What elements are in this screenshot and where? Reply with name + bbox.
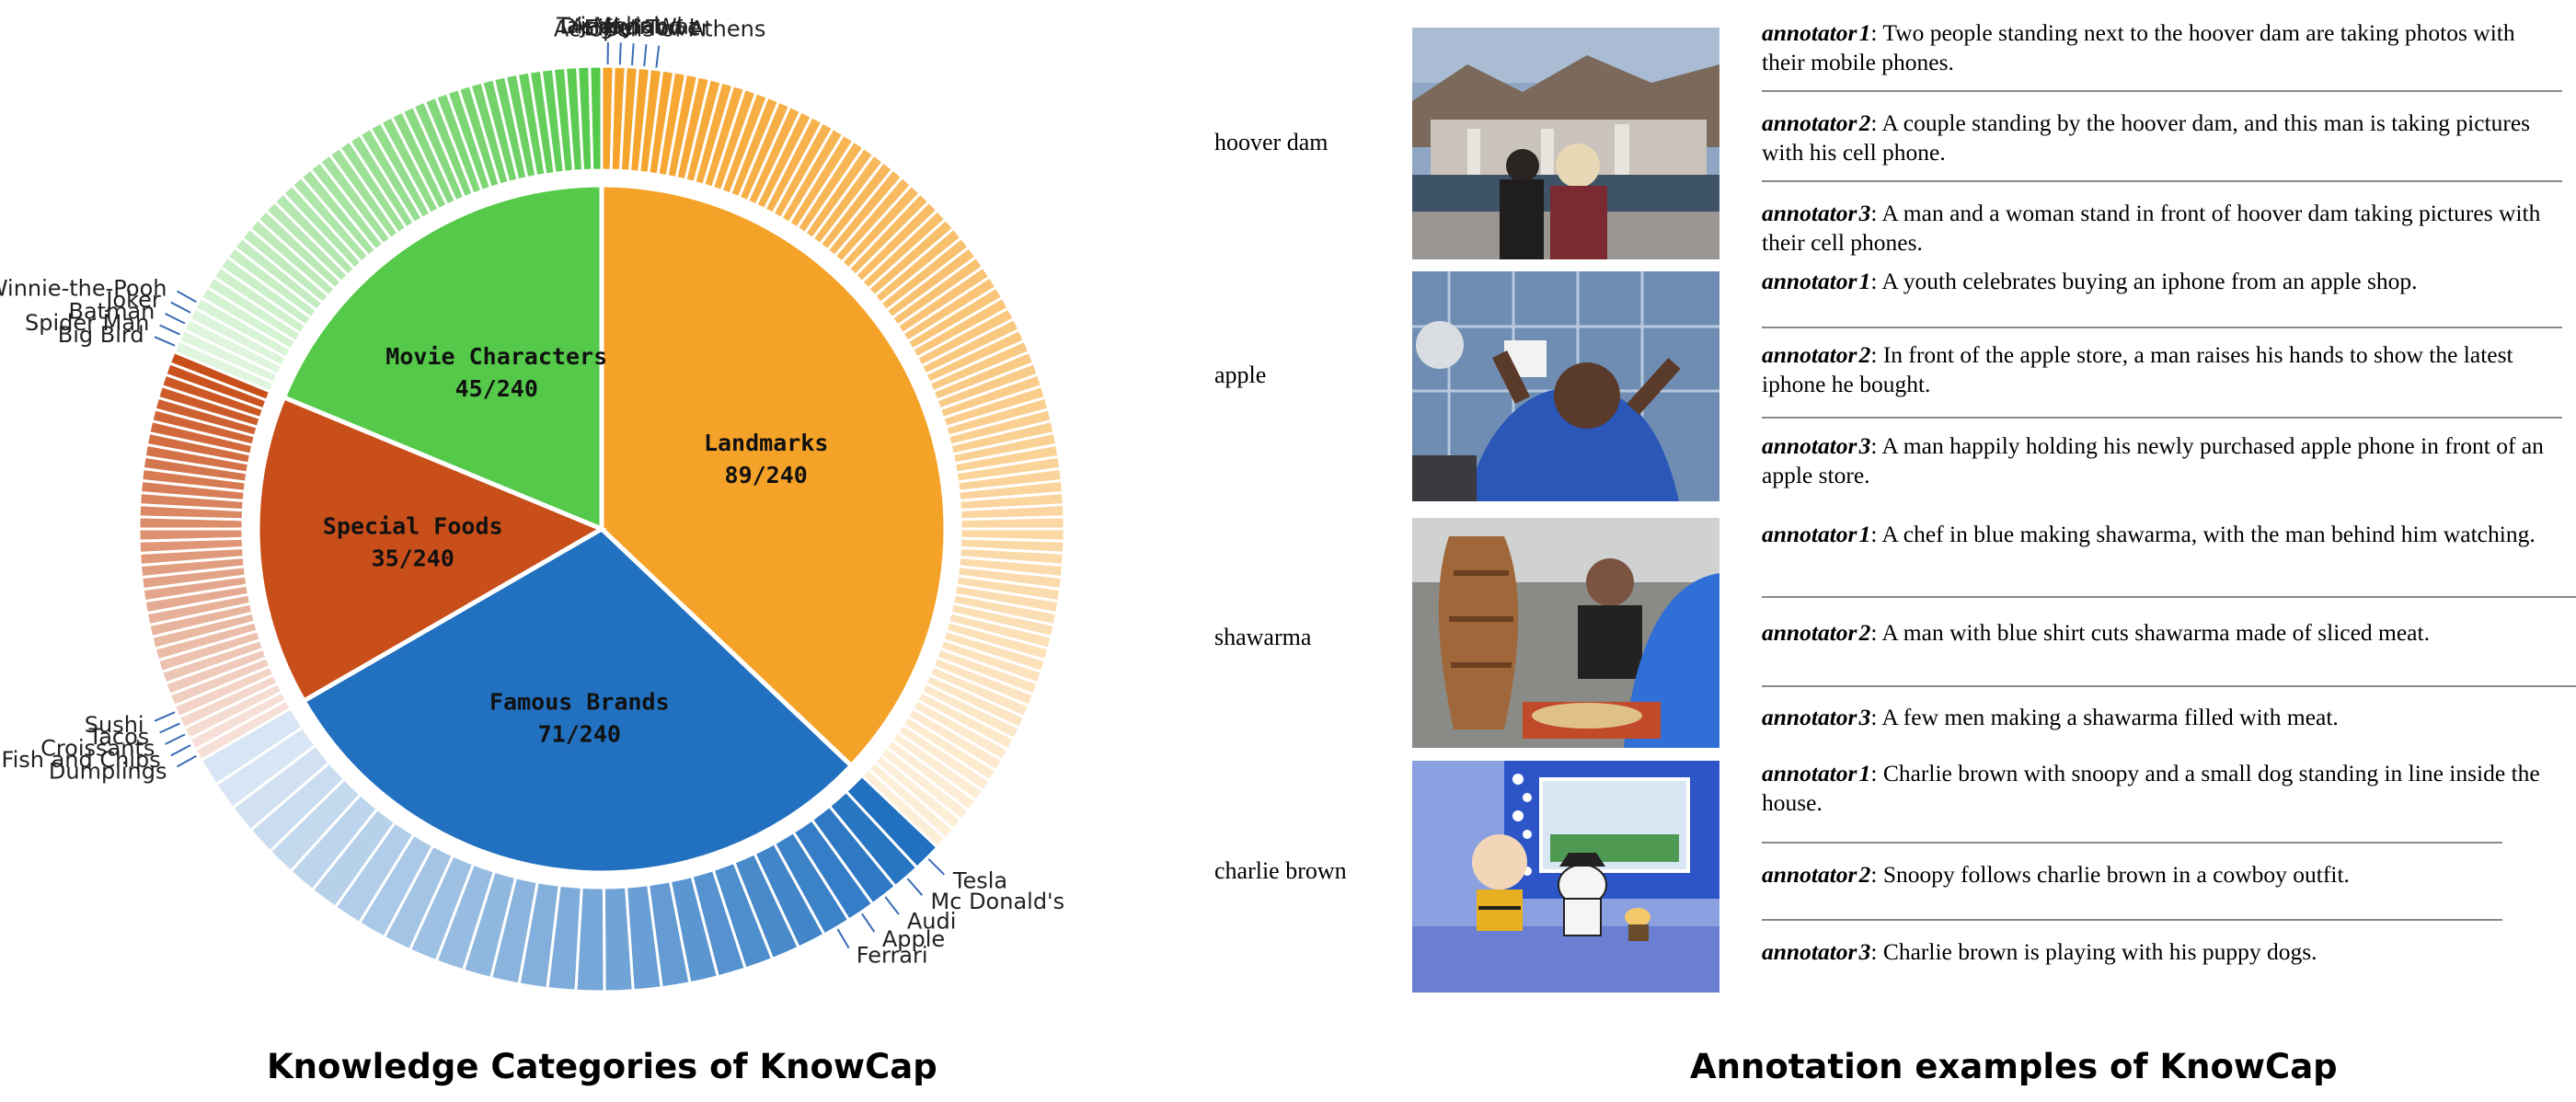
callout-line [170,744,191,757]
concept-label: shawarma [1214,624,1312,650]
divider [1762,842,2502,844]
callout-line [176,754,197,768]
slice-label-special-foods: Special Foods [323,512,503,539]
divider [1762,90,2562,92]
divider [1762,919,2502,921]
annotation: annotator 3: A few men making a shawarma… [1762,704,2339,730]
item-label: Acropolis of Athens [554,17,765,42]
item-label: Audi [907,908,957,934]
callout-line [884,896,900,915]
item-label: Taj Mahal [556,13,660,39]
item-label: Tesla [952,868,1007,894]
annotation: annotator 1: A youth celebrates buying a… [1762,268,2418,294]
item-label: Croissants [40,736,155,762]
item-label: Disneyland [559,13,683,39]
callout-line [927,858,945,876]
slice-famous-brands [300,525,855,876]
annotation: annotator 1: Two people standing next to… [1762,19,2515,75]
callout-line [154,711,176,722]
slice-value-landmarks: 89/240 [725,462,808,488]
divider [1762,685,2576,687]
slice-landmarks [599,182,949,769]
callout-line [154,336,176,347]
item-label: Apple [882,926,945,952]
concept-label: hoover dam [1214,129,1328,155]
slice-special-foods [255,394,607,705]
annotation: annotator 2: In front of the apple store… [1762,341,2513,397]
outer-segment [959,515,1066,531]
example-photo [1412,761,1719,993]
slice-value-special-foods: 35/240 [372,545,454,571]
divider [1762,417,2562,419]
item-label: Sushi [85,712,144,738]
example-photo [1412,271,1719,501]
example-photo [1412,518,1719,748]
callout-line [159,722,180,734]
item-label: Fish and Chips [2,747,161,773]
item-label: Spider Man [25,310,149,336]
example-row: charlie brown annotator 1: Charlie brown… [1196,760,2576,998]
concept-label: charlie brown [1214,857,1347,884]
item-label: Winnie-the-Pooh [0,276,167,302]
slice-label-famous-brands: Famous Brands [489,688,670,715]
slice-label-landmarks: Landmarks [704,430,828,456]
slice-label-movie-characters: Movie Characters [385,343,607,370]
item-label: Tacos [88,724,150,750]
annotation: annotator 2: Snoopy follows charlie brow… [1762,861,2350,888]
item-label: Big Bird [58,322,144,348]
category-labels: Landmarks 89/240 Famous Brands 71/240 Specia… [323,343,829,747]
callout-line [159,324,180,336]
callout-line [631,43,635,66]
annotation: annotator 3: Charlie brown is playing wi… [1762,938,2317,965]
item-label: Ferrari [857,943,928,969]
callout-line [906,878,924,896]
example-row: apple annotator 1: A youth celebrates bu… [1196,268,2576,509]
annotation: annotator 1: Charlie brown with snoopy a… [1762,760,2540,816]
slice-movie-characters [281,182,604,533]
divider [1762,327,2562,328]
annotation: annotator 2: A man with blue shirt cuts … [1762,619,2430,646]
annotation: annotator 3: A man and a woman stand in … [1762,200,2541,256]
callout-line [836,928,850,949]
callout-line [170,301,191,314]
callout-line [618,42,622,65]
annotation: annotator 1: A chef in blue making shawa… [1762,521,2536,547]
callout-line [655,45,661,68]
item-label: Angkor Wat [570,14,697,40]
item-label: Batman [68,298,155,324]
inner-ring [255,182,949,876]
callout-line [643,44,648,67]
callout-line [861,913,876,933]
callout-line [165,733,186,745]
example-row: hoover dam annotator 1: Two people stand… [1196,19,2576,265]
item-label: Dumplings [49,758,167,784]
examples-title: Annotation examples of KnowCap [1690,1047,2338,1086]
item-label: Mc Donald's [931,889,1065,914]
outer-segment [588,64,604,172]
chart-title: Knowledge Categories of KnowCap [267,1047,937,1086]
outer-ring [137,64,1066,993]
slice-value-movie-characters: 45/240 [455,375,538,402]
slice-value-famous-brands: 71/240 [538,720,621,747]
item-label: Eiffel Tower [584,15,710,40]
example-row: shawarma annotator 1: A chef in blue mak… [1196,518,2576,755]
callout-line [176,290,197,304]
item-label: Joker [104,287,161,313]
callout-line [165,313,186,325]
divider [1762,596,2576,598]
divider [1762,180,2562,182]
annotation: annotator 2: A couple standing by the ho… [1762,109,2531,166]
outer-segment [137,527,245,543]
annotation: annotator 3: A man happily holding his n… [1762,432,2544,488]
concept-label: apple [1214,362,1267,388]
example-photo [1412,28,1719,259]
